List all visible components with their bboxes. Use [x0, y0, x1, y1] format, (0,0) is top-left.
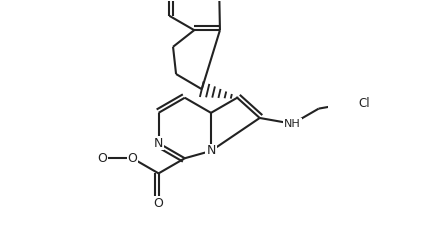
Text: Cl: Cl	[358, 97, 370, 110]
Text: O: O	[154, 197, 163, 210]
Text: O: O	[97, 152, 107, 165]
Text: O: O	[127, 152, 137, 165]
Text: N: N	[206, 144, 216, 157]
Text: NH: NH	[284, 119, 301, 129]
Text: N: N	[154, 137, 163, 150]
